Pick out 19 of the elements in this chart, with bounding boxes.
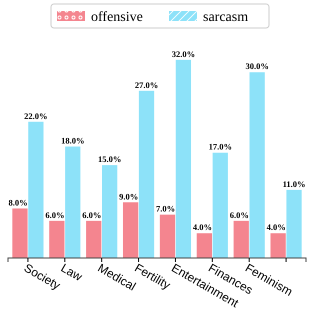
data-label: 6.0% [45, 210, 64, 220]
data-label: 18.0% [61, 136, 84, 146]
data-label: 4.0% [266, 222, 286, 232]
data-label: 4.0% [192, 222, 212, 232]
data-label: 7.0% [156, 204, 176, 214]
data-label: 6.0% [82, 210, 102, 220]
legend-label: offensive [91, 10, 143, 25]
data-label: 17.0% [208, 142, 232, 152]
data-label: 15.0% [98, 154, 122, 164]
x-tick-label: Law [58, 260, 85, 284]
data-label: 32.0% [172, 48, 196, 59]
data-label: 8.0% [8, 197, 28, 208]
legend-label: sarcasm [203, 10, 248, 25]
data-label: 9.0% [119, 191, 138, 202]
data-label: 27.0% [134, 80, 158, 90]
data-label: 11.0% [282, 178, 306, 189]
data-label: 6.0% [230, 210, 249, 220]
data-label: 30.0% [245, 61, 269, 72]
data-label: 22.0% [24, 110, 48, 121]
